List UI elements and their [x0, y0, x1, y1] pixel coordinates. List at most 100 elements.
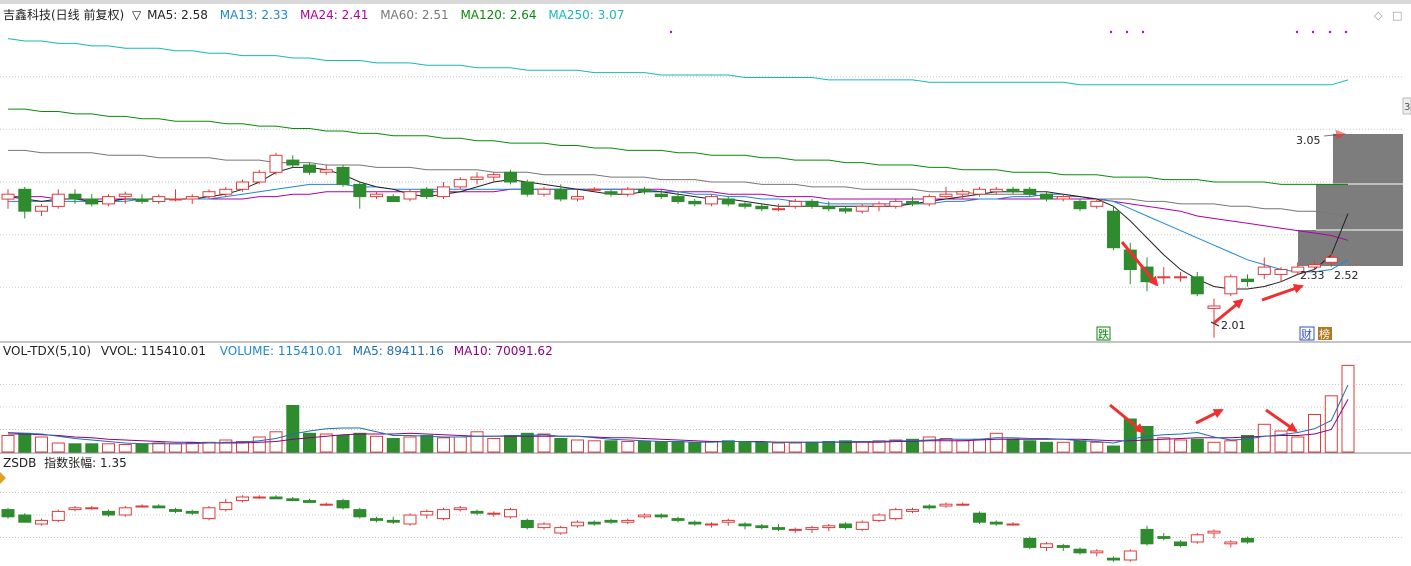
- price-candle-body[interactable]: [18, 188, 32, 212]
- price-candle-body[interactable]: [185, 196, 199, 200]
- price-candle-body[interactable]: [236, 181, 249, 190]
- volume-bar[interactable]: [638, 441, 651, 453]
- zsdb-candle-body[interactable]: [453, 507, 467, 511]
- price-candle-body[interactable]: [721, 198, 735, 205]
- price-candle-body[interactable]: [520, 181, 534, 195]
- price-candle-body[interactable]: [403, 191, 417, 200]
- price-candle-body[interactable]: [604, 191, 618, 195]
- zsdb-candle-body[interactable]: [152, 505, 166, 509]
- zsdb-candle-body[interactable]: [537, 523, 551, 529]
- volume-bar[interactable]: [118, 444, 132, 453]
- volume-bar[interactable]: [788, 442, 802, 453]
- price-candle-body[interactable]: [504, 171, 517, 183]
- price-candle-body[interactable]: [705, 196, 718, 205]
- volume-bar[interactable]: [1023, 440, 1037, 453]
- price-candle-body[interactable]: [1257, 266, 1271, 275]
- price-candle-body[interactable]: [621, 188, 635, 195]
- volume-bar[interactable]: [1123, 418, 1137, 453]
- price-candle-body[interactable]: [252, 171, 266, 183]
- square-icon[interactable]: □: [1392, 9, 1402, 22]
- volume-bar[interactable]: [621, 441, 635, 453]
- price-candle-body[interactable]: [839, 208, 852, 212]
- volume-bar[interactable]: [303, 432, 316, 453]
- volume-bar[interactable]: [805, 441, 819, 453]
- zsdb-candle-body[interactable]: [1, 509, 15, 518]
- volume-bar[interactable]: [453, 436, 467, 453]
- price-candle-body[interactable]: [1056, 196, 1070, 200]
- zsdb-candle-body[interactable]: [1090, 550, 1104, 554]
- volume-bar[interactable]: [537, 433, 551, 453]
- zsdb-candle-body[interactable]: [1157, 536, 1171, 539]
- volume-bar[interactable]: [185, 442, 199, 453]
- price-candle-body[interactable]: [453, 179, 467, 188]
- volume-bar[interactable]: [554, 438, 568, 453]
- zsdb-candle-body[interactable]: [604, 519, 618, 523]
- zsdb-candle-body[interactable]: [1073, 548, 1087, 554]
- zsdb-candle-body[interactable]: [185, 510, 199, 514]
- volume-bar[interactable]: [437, 437, 450, 453]
- volume-bar[interactable]: [1308, 414, 1321, 453]
- price-candle-body[interactable]: [286, 159, 300, 166]
- volume-bar[interactable]: [989, 432, 1003, 453]
- price-candle-body[interactable]: [772, 208, 785, 211]
- price-candle-body[interactable]: [487, 174, 501, 178]
- zsdb-candle-body[interactable]: [51, 510, 65, 521]
- price-candle-body[interactable]: [219, 188, 233, 195]
- volume-bar[interactable]: [420, 435, 434, 453]
- price-candle-body[interactable]: [805, 200, 819, 207]
- price-candle-body[interactable]: [989, 188, 1003, 193]
- volume-bar[interactable]: [738, 441, 752, 453]
- price-candle-body[interactable]: [1157, 276, 1171, 279]
- volume-bar[interactable]: [1207, 441, 1221, 453]
- zsdb-candle-body[interactable]: [269, 496, 283, 500]
- zsdb-candle-body[interactable]: [1207, 530, 1221, 534]
- zsdb-candle-body[interactable]: [554, 527, 568, 534]
- zsdb-candle-body[interactable]: [654, 514, 668, 518]
- price-candle-body[interactable]: [1241, 278, 1254, 283]
- zsdb-candle-body[interactable]: [18, 514, 32, 523]
- volume-bar[interactable]: [1073, 440, 1087, 453]
- volume-bar[interactable]: [135, 443, 149, 453]
- price-candle-body[interactable]: [35, 205, 48, 212]
- price-candle-body[interactable]: [85, 198, 99, 205]
- volume-bar[interactable]: [353, 432, 367, 453]
- zsdb-candle-body[interactable]: [587, 521, 601, 525]
- volume-bar[interactable]: [939, 438, 953, 453]
- price-candle-body[interactable]: [906, 200, 919, 205]
- zsdb-candle-body[interactable]: [1174, 541, 1187, 547]
- volume-bar[interactable]: [755, 441, 769, 453]
- volume-bar[interactable]: [1006, 438, 1020, 453]
- zsdb-candle-body[interactable]: [906, 509, 919, 512]
- price-candle-body[interactable]: [102, 196, 115, 205]
- price-candle-body[interactable]: [956, 191, 970, 195]
- zsdb-candle-body[interactable]: [805, 527, 819, 530]
- volume-bar[interactable]: [403, 436, 417, 453]
- volume-bar[interactable]: [319, 433, 333, 453]
- collapse-triangle-icon[interactable]: ▽: [132, 8, 142, 22]
- cai-badge-box[interactable]: [1299, 326, 1315, 341]
- zsdb-candle-body[interactable]: [705, 523, 718, 526]
- volume-bar[interactable]: [236, 441, 249, 453]
- volume-bar[interactable]: [654, 441, 668, 453]
- volume-bar[interactable]: [1257, 423, 1271, 453]
- volume-bar[interactable]: [688, 442, 702, 453]
- volume-bar[interactable]: [102, 443, 115, 453]
- price-candle-body[interactable]: [269, 154, 283, 173]
- price-candle-body[interactable]: [587, 188, 601, 191]
- zsdb-candle-body[interactable]: [68, 507, 82, 511]
- volume-bar[interactable]: [839, 440, 852, 453]
- price-candle-body[interactable]: [1023, 188, 1037, 195]
- zsdb-candle-body[interactable]: [855, 521, 869, 530]
- price-candle-body[interactable]: [169, 198, 182, 201]
- volume-bar[interactable]: [68, 443, 82, 453]
- zsdb-candle-body[interactable]: [520, 519, 534, 529]
- price-candle-body[interactable]: [638, 188, 651, 193]
- price-candle-body[interactable]: [788, 200, 802, 207]
- zsdb-candle-body[interactable]: [102, 510, 115, 516]
- volume-bar[interactable]: [604, 440, 618, 453]
- zsdb-candle-body[interactable]: [738, 523, 752, 527]
- price-candle-body[interactable]: [370, 193, 383, 198]
- volume-bar[interactable]: [1291, 436, 1305, 453]
- zsdb-candle-body[interactable]: [889, 509, 903, 520]
- price-candle-body[interactable]: [420, 188, 434, 198]
